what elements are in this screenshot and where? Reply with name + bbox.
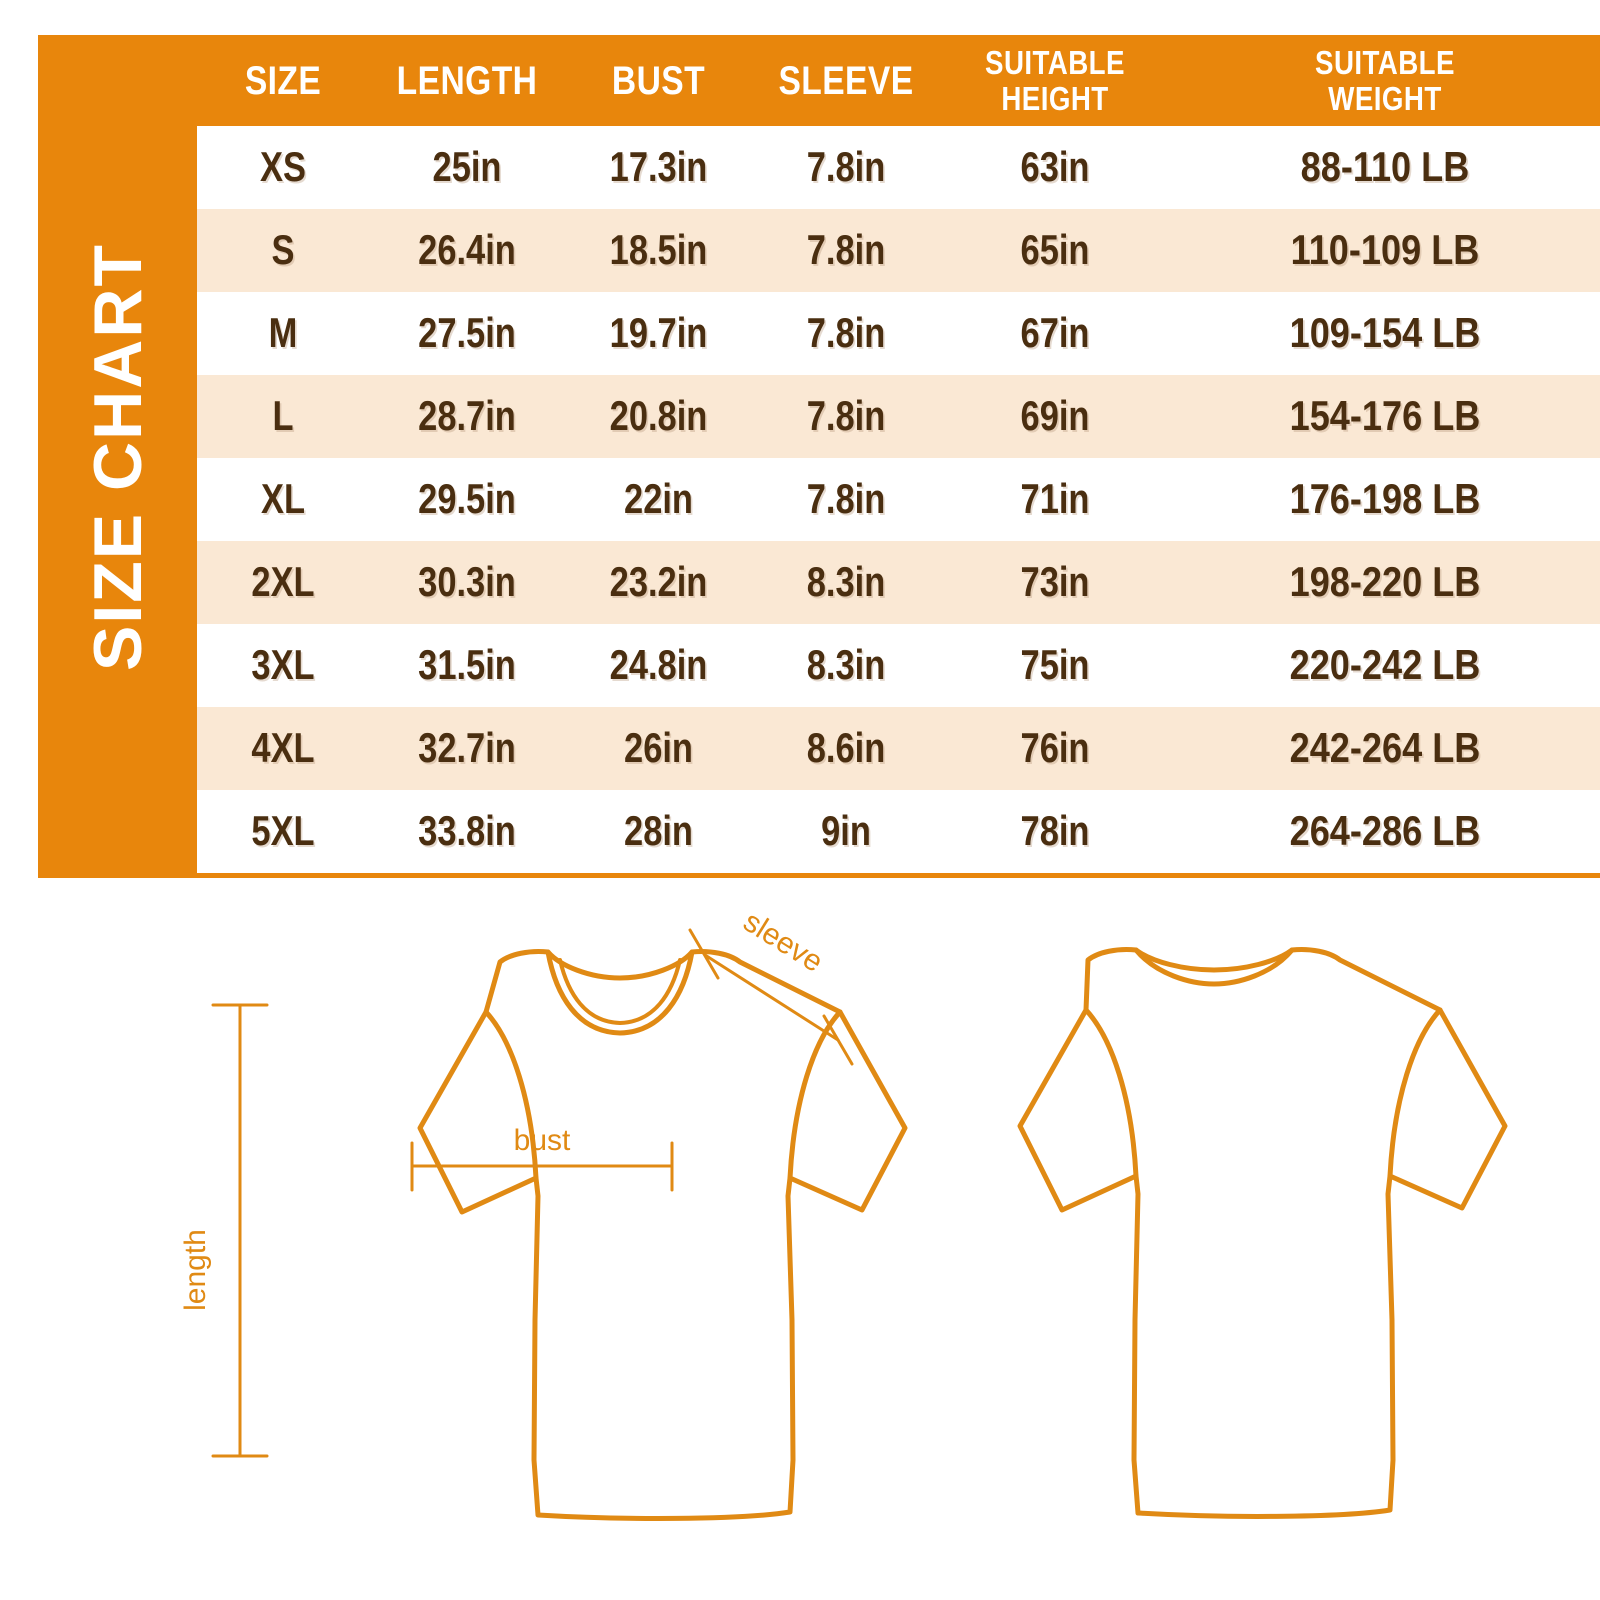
table-row: 4XL 32.7in 26in 8.6in 76in 242-264 LB xyxy=(197,707,1600,790)
column-header-suitable-height-line2: HEIGHT xyxy=(1001,79,1109,117)
cell-bust: 28in xyxy=(624,807,693,855)
column-header-sleeve: SLEEVE xyxy=(778,58,914,103)
cell-weight: 220-242 LB xyxy=(1289,641,1481,689)
cell-height: 63in xyxy=(1020,143,1090,191)
column-header-length: LENGTH xyxy=(396,58,538,103)
cell-size: 5XL xyxy=(251,807,315,855)
cell-weight: 242-264 LB xyxy=(1289,724,1481,772)
table-row: XS 25in 17.3in 7.8in 63in 88-110 LB xyxy=(197,126,1600,209)
size-chart-table: SIZE CHART SIZE LENGTH BUST SLEEVE SUITA… xyxy=(38,35,1600,878)
cell-weight: 110-109 LB xyxy=(1290,226,1480,274)
column-header-suitable-weight-line2: WEIGHT xyxy=(1328,79,1442,117)
cell-height: 75in xyxy=(1020,641,1090,689)
cell-length: 32.7in xyxy=(418,724,516,772)
table-row: XL 29.5in 22in 7.8in 71in 176-198 LB xyxy=(197,458,1600,541)
cell-sleeve: 8.6in xyxy=(806,724,886,772)
cell-sleeve: 8.3in xyxy=(806,641,886,689)
cell-sleeve: 7.8in xyxy=(806,309,886,357)
cell-length: 29.5in xyxy=(418,475,516,523)
cell-size: S xyxy=(271,226,295,274)
table-body: XS 25in 17.3in 7.8in 63in 88-110 LB S 26… xyxy=(197,126,1600,873)
cell-length: 30.3in xyxy=(418,558,516,606)
cell-bust: 18.5in xyxy=(609,226,708,274)
table-row: 3XL 31.5in 24.8in 8.3in 75in 220-242 LB xyxy=(197,624,1600,707)
cell-sleeve: 7.8in xyxy=(806,226,886,274)
table-row: 5XL 33.8in 28in 9in 78in 264-286 LB xyxy=(197,790,1600,873)
cell-sleeve: 9in xyxy=(821,807,871,855)
cell-height: 67in xyxy=(1020,309,1090,357)
table-header-row: SIZE LENGTH BUST SLEEVE SUITABLE HEIGHT … xyxy=(197,35,1600,126)
cell-height: 78in xyxy=(1020,807,1090,855)
bust-dimension-line xyxy=(410,1141,674,1192)
table-bottom-strip xyxy=(197,873,1600,878)
table-row: L 28.7in 20.8in 7.8in 69in 154-176 LB xyxy=(197,375,1600,458)
cell-length: 25in xyxy=(432,143,502,191)
cell-length: 28.7in xyxy=(418,392,516,440)
length-label: length xyxy=(179,1229,212,1311)
tshirt-measurement-diagram: length bust sleeve xyxy=(0,900,1600,1600)
tshirt-front-outline xyxy=(417,949,908,1521)
cell-size: 4XL xyxy=(251,724,315,772)
cell-height: 71in xyxy=(1020,475,1090,523)
bust-label: bust xyxy=(514,1124,571,1157)
column-header-suitable-height-line1: SUITABLE xyxy=(985,43,1125,81)
cell-bust: 24.8in xyxy=(609,641,708,689)
cell-bust: 22in xyxy=(624,475,693,523)
cell-weight: 154-176 LB xyxy=(1289,392,1481,440)
column-header-suitable-weight-line1: SUITABLE xyxy=(1315,43,1455,81)
column-header-suitable-weight: SUITABLE WEIGHT xyxy=(1204,45,1565,116)
column-header-bust: BUST xyxy=(611,58,706,103)
cell-weight: 88-110 LB xyxy=(1300,143,1470,191)
cell-bust: 23.2in xyxy=(609,558,708,606)
table-row: S 26.4in 18.5in 7.8in 65in 110-109 LB xyxy=(197,209,1600,292)
cell-bust: 19.7in xyxy=(609,309,708,357)
cell-height: 65in xyxy=(1020,226,1090,274)
cell-size: XS xyxy=(260,143,306,191)
cell-weight: 198-220 LB xyxy=(1289,558,1481,606)
size-chart-title-text: SIZE CHART xyxy=(79,242,156,671)
cell-weight: 264-286 LB xyxy=(1289,807,1481,855)
cell-length: 26.4in xyxy=(418,226,516,274)
cell-sleeve: 7.8in xyxy=(806,392,886,440)
tshirt-back-outline xyxy=(1017,947,1508,1519)
cell-length: 27.5in xyxy=(418,309,516,357)
cell-weight: 176-198 LB xyxy=(1289,475,1481,523)
cell-sleeve: 7.8in xyxy=(806,475,886,523)
cell-bust: 20.8in xyxy=(609,392,708,440)
cell-height: 69in xyxy=(1020,392,1090,440)
column-header-suitable-height: SUITABLE HEIGHT xyxy=(958,45,1151,116)
table-area: SIZE LENGTH BUST SLEEVE SUITABLE HEIGHT … xyxy=(197,35,1600,878)
column-header-size: SIZE xyxy=(244,58,322,103)
cell-size: M xyxy=(268,309,298,357)
length-dimension-line xyxy=(211,1003,269,1458)
cell-sleeve: 8.3in xyxy=(806,558,886,606)
cell-bust: 17.3in xyxy=(609,143,708,191)
cell-height: 76in xyxy=(1020,724,1090,772)
cell-size: 3XL xyxy=(251,641,315,689)
cell-length: 31.5in xyxy=(418,641,516,689)
cell-size: 2XL xyxy=(251,558,315,606)
size-chart-vertical-title: SIZE CHART xyxy=(38,35,197,878)
cell-sleeve: 7.8in xyxy=(806,143,886,191)
table-row: 2XL 30.3in 23.2in 8.3in 73in 198-220 LB xyxy=(197,541,1600,624)
cell-size: L xyxy=(272,392,294,440)
sleeve-dimension-line xyxy=(688,928,854,1066)
cell-size: XL xyxy=(260,475,305,523)
cell-height: 73in xyxy=(1020,558,1090,606)
cell-weight: 109-154 LB xyxy=(1289,309,1481,357)
cell-bust: 26in xyxy=(624,724,693,772)
table-row: M 27.5in 19.7in 7.8in 67in 109-154 LB xyxy=(197,292,1600,375)
cell-length: 33.8in xyxy=(418,807,516,855)
